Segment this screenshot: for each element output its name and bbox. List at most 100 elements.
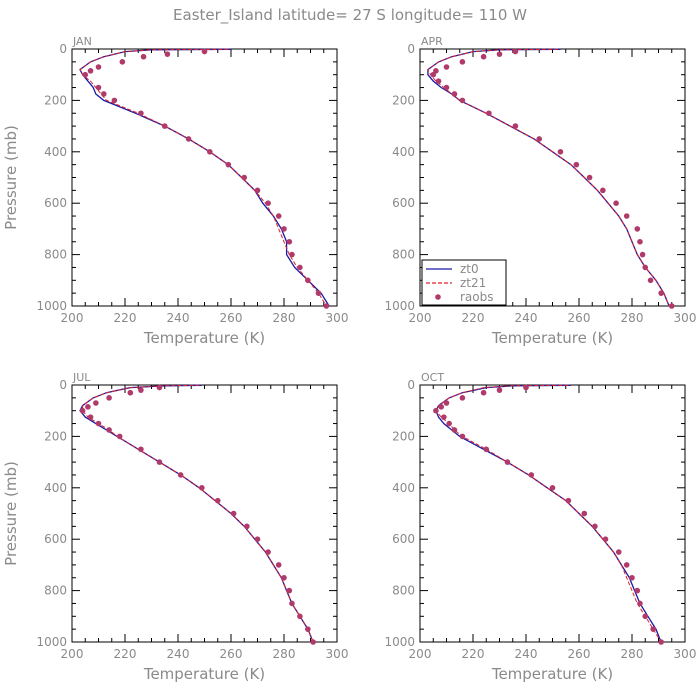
raobs-point (79, 407, 86, 414)
raobs-point (310, 639, 316, 645)
y-tick-label: 0 (407, 378, 415, 392)
series-line-zt21 (79, 48, 327, 307)
raobs-point (106, 395, 112, 401)
y-axis-label: Pressure (mb) (2, 461, 20, 566)
x-tick-label: 280 (621, 647, 644, 661)
y-tick-label: 0 (59, 378, 67, 392)
raobs-point (87, 68, 94, 74)
raobs-point (230, 510, 237, 517)
raobs-point (483, 446, 490, 453)
raobs-point (106, 427, 112, 433)
raobs-point (443, 64, 450, 70)
raobs-point (95, 420, 102, 427)
plot-frame (419, 384, 686, 643)
raobs-point (95, 84, 102, 91)
y-tick-label: 200 (44, 429, 67, 443)
raobs-point (629, 574, 635, 581)
y-tick-label: 1000 (36, 299, 67, 313)
raobs-point (573, 161, 580, 168)
raobs-point (647, 277, 654, 284)
raobs-point (286, 587, 293, 594)
raobs-point (658, 290, 664, 296)
raobs-point (581, 510, 588, 517)
y-tick-label: 800 (44, 248, 67, 262)
raobs-point (281, 574, 287, 581)
raobs-point (504, 459, 511, 465)
raobs-point (459, 97, 466, 104)
raobs-point (433, 407, 439, 414)
raobs-point (156, 384, 163, 391)
panel-month-label: JUL (72, 371, 91, 384)
x-tick-label: 260 (568, 647, 591, 661)
y-tick-label: 600 (392, 196, 415, 210)
raobs-point (82, 71, 89, 78)
raobs-point (438, 404, 445, 410)
raobs-point (138, 110, 144, 117)
raobs-point (101, 91, 107, 97)
series-zt0 (435, 384, 662, 643)
x-tick-label: 240 (515, 311, 538, 325)
panel-jan: 200 220 240 260 280 300 0 200 400 600 800 1000 JAN Te… (2, 35, 348, 347)
raobs-point (111, 97, 118, 104)
x-tick-label: 240 (167, 647, 190, 661)
panel-month-label: APR (421, 35, 443, 48)
raobs-point (557, 149, 564, 155)
plot-frame (71, 384, 338, 643)
raobs-point (451, 91, 458, 97)
raobs-point (119, 59, 126, 65)
raobs-point (214, 497, 221, 504)
raobs-point (254, 187, 261, 194)
series-raobs (433, 384, 664, 645)
raobs-point (549, 485, 556, 491)
panel-month-label: JAN (72, 35, 92, 48)
raobs-point (668, 303, 675, 309)
raobs-point (480, 389, 487, 396)
series-raobs (79, 384, 316, 645)
y-tick-label: 1000 (384, 299, 415, 313)
raobs-point (289, 600, 295, 607)
raobs-point (565, 497, 572, 504)
raobs-point (85, 404, 91, 410)
x-tick-label: 220 (462, 311, 485, 325)
series-line-zt21 (427, 48, 670, 307)
series-zt21 (79, 48, 327, 307)
raobs-point (441, 414, 447, 420)
raobs-point (615, 549, 622, 555)
series-line-zt0 (79, 48, 330, 307)
y-tick-label: 800 (392, 248, 415, 262)
raobs-point (275, 562, 282, 568)
series-zt21 (435, 384, 662, 643)
x-tick-label: 200 (409, 311, 432, 325)
y-tick-label: 1000 (384, 635, 415, 649)
y-tick-label: 200 (44, 93, 67, 107)
x-tick-label: 280 (621, 311, 644, 325)
x-tick-label: 260 (568, 311, 591, 325)
raobs-point (512, 123, 519, 129)
y-tick-label: 0 (407, 42, 415, 56)
series-zt0 (79, 48, 330, 307)
x-axis-label: Temperature (K) (491, 329, 613, 347)
x-tick-label: 220 (462, 647, 485, 661)
raobs-point (177, 472, 184, 478)
y-tick-label: 400 (44, 145, 67, 159)
raobs-point (297, 613, 303, 620)
raobs-point (613, 200, 619, 206)
raobs-point (430, 71, 437, 78)
raobs-point (523, 384, 529, 391)
raobs-point (634, 226, 641, 232)
raobs-point (87, 414, 94, 420)
x-tick-label: 300 (326, 647, 349, 661)
raobs-point (623, 213, 630, 219)
raobs-point (281, 226, 287, 232)
raobs-point (225, 161, 232, 168)
raobs-point (443, 84, 450, 91)
y-tick-label: 400 (392, 481, 415, 495)
x-tick-label: 200 (61, 647, 84, 661)
y-tick-label: 800 (392, 584, 415, 598)
x-tick-label: 240 (167, 311, 190, 325)
raobs-point (451, 427, 458, 433)
raobs-point (254, 536, 261, 542)
series-line-zt0 (79, 384, 314, 643)
raobs-point (602, 536, 609, 542)
raobs-point (459, 59, 466, 65)
